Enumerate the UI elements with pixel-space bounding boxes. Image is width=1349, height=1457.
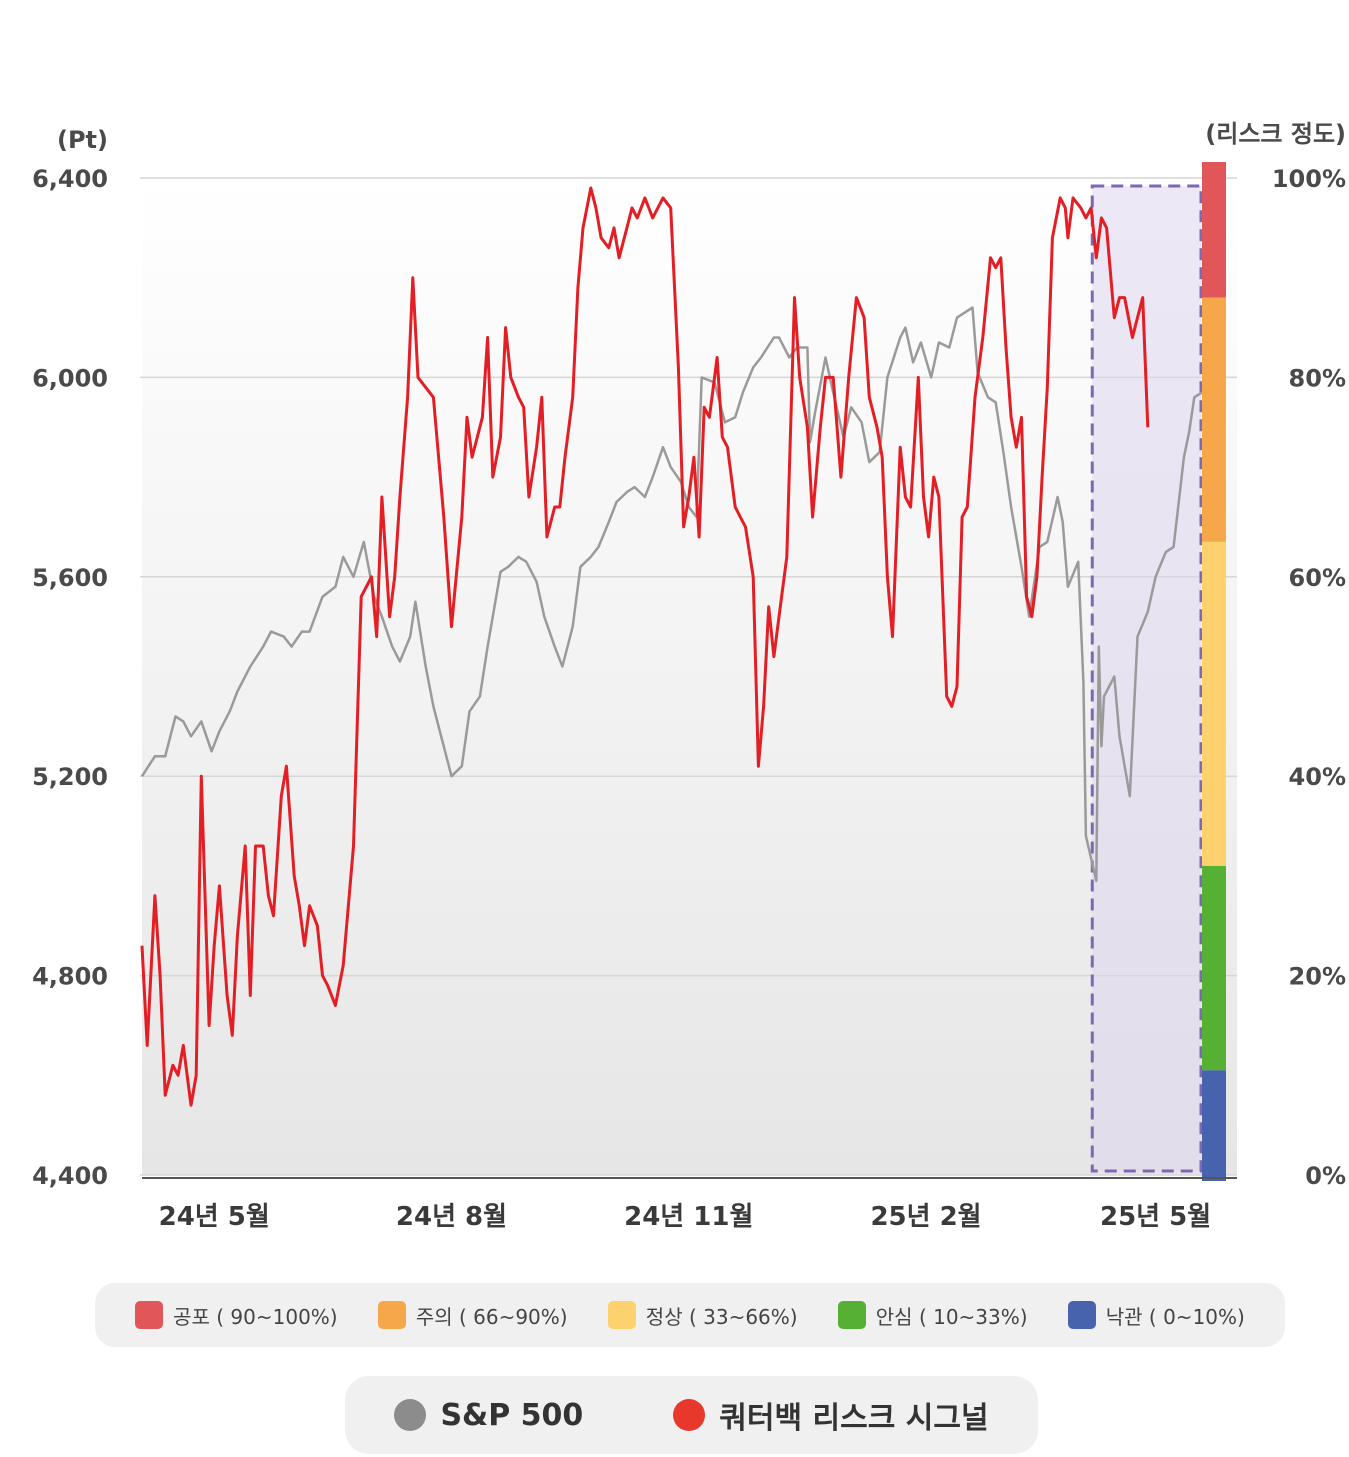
risk-zone-segment bbox=[1202, 865, 1226, 1071]
sp500-dot bbox=[394, 1399, 427, 1431]
legend-item-sp500: S&P 500 bbox=[394, 1398, 583, 1433]
legend-item-caution: 주의 ( 66~90%) bbox=[377, 1301, 568, 1330]
series-legend: S&P 500 쿼터백 리스크 시그널 bbox=[345, 1376, 1038, 1454]
x-axis: 24년 5월 24년 8월 24년 11월 25년 2월 25년 5월 bbox=[142, 1177, 1237, 1232]
x-tick-label: 24년 8월 bbox=[396, 1202, 507, 1232]
legend-label-risk-signal: 쿼터백 리스크 시그널 bbox=[719, 1401, 989, 1436]
legend-label-normal: 정상 ( 33~66%) bbox=[645, 1304, 798, 1329]
risk-zone-segment bbox=[1202, 162, 1226, 298]
plot-background bbox=[142, 178, 1237, 1175]
right-tick-label: 100% bbox=[1272, 165, 1346, 193]
left-axis: 6,400 6,000 5,600 5,200 4,800 4,400 (Pt) bbox=[32, 126, 108, 1190]
risk-zone-segment bbox=[1202, 541, 1226, 866]
risk-signal-dot bbox=[673, 1399, 706, 1431]
left-tick-label: 5,600 bbox=[32, 564, 108, 592]
right-tick-label: 40% bbox=[1289, 763, 1346, 791]
right-tick-label: 60% bbox=[1289, 564, 1346, 592]
risk-zone-legend: 공포 ( 90~100%) 주의 ( 66~90%) 정상 ( 33~66%) … bbox=[95, 1283, 1285, 1347]
left-axis-unit: (Pt) bbox=[57, 126, 108, 154]
risk-signal-chart: 6,400 6,000 5,600 5,200 4,800 4,400 (Pt) 100% 8… bbox=[32, 120, 1346, 1232]
left-tick-label: 5,200 bbox=[32, 763, 108, 791]
right-axis: 100% 80% 60% 40% 20% 0% (리스크 정도) bbox=[1205, 120, 1346, 1190]
risk-zone-bar bbox=[1202, 162, 1226, 1181]
left-tick-label: 6,400 bbox=[32, 165, 108, 193]
left-tick-label: 4,400 bbox=[32, 1162, 108, 1190]
right-axis-unit: (리스크 정도) bbox=[1205, 120, 1346, 148]
x-tick-label: 25년 2월 bbox=[870, 1202, 981, 1232]
legend-item-relief: 안심 ( 10~33%) bbox=[837, 1301, 1028, 1330]
legend-label-caution: 주의 ( 66~90%) bbox=[415, 1304, 568, 1329]
optimism-swatch bbox=[1067, 1301, 1096, 1329]
legend-label-fear: 공포 ( 90~100%) bbox=[173, 1304, 338, 1329]
relief-swatch bbox=[837, 1301, 866, 1329]
left-tick-label: 6,000 bbox=[32, 364, 108, 392]
series-lines bbox=[140, 186, 1203, 1107]
legend-item-risk-signal: 쿼터백 리스크 시그널 bbox=[673, 1393, 989, 1437]
risk-zone-segment bbox=[1202, 1070, 1226, 1181]
highlight-region bbox=[1090, 184, 1203, 1173]
right-tick-label: 20% bbox=[1289, 963, 1346, 991]
legend-item-optimism: 낙관 ( 0~10%) bbox=[1067, 1301, 1245, 1330]
legend-label-optimism: 낙관 ( 0~10%) bbox=[1105, 1304, 1245, 1329]
right-tick-label: 0% bbox=[1305, 1162, 1346, 1190]
highlight-box bbox=[1090, 184, 1203, 1173]
legend-item-fear: 공포 ( 90~100%) bbox=[135, 1301, 338, 1330]
normal-swatch bbox=[607, 1301, 636, 1329]
right-tick-label: 80% bbox=[1289, 364, 1346, 392]
left-tick-label: 4,800 bbox=[32, 963, 108, 991]
legend-label-sp500: S&P 500 bbox=[440, 1397, 584, 1433]
caution-swatch bbox=[377, 1301, 406, 1329]
legend-item-normal: 정상 ( 33~66%) bbox=[607, 1301, 798, 1330]
x-tick-label: 24년 5월 bbox=[159, 1202, 270, 1232]
x-tick-label: 25년 5월 bbox=[1100, 1202, 1211, 1232]
risk-signal-line bbox=[140, 186, 1150, 1107]
x-tick-label: 24년 11월 bbox=[624, 1202, 753, 1232]
risk-zone-segment bbox=[1202, 297, 1226, 542]
fear-swatch bbox=[135, 1301, 164, 1329]
legend-label-relief: 안심 ( 10~33%) bbox=[875, 1304, 1028, 1329]
